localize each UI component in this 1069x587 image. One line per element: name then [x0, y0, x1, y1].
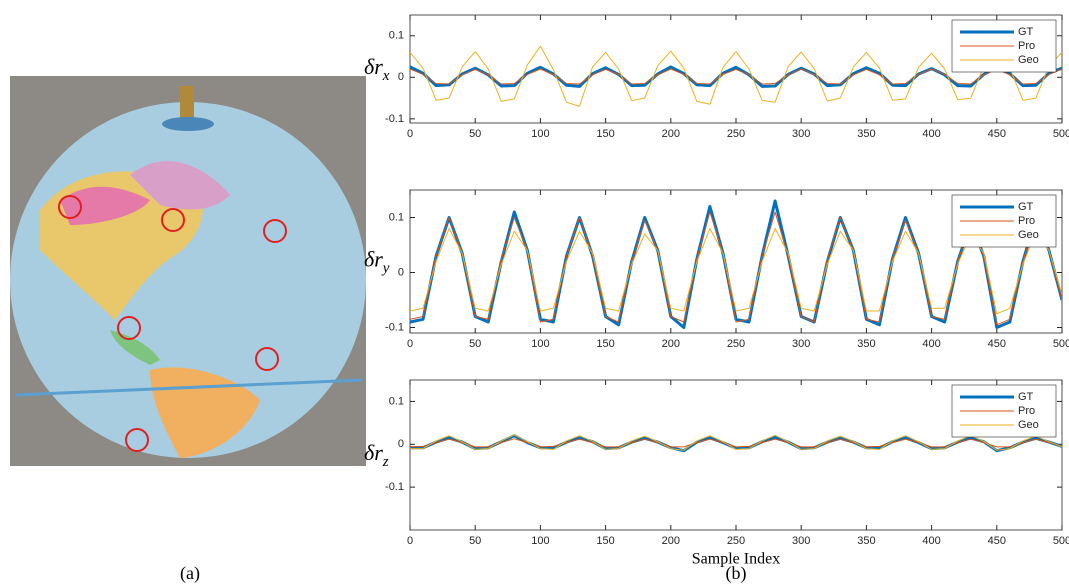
chart: 0.10-0.10 50 100 150 200 250 300 350 400 450 500δr…	[364, 189, 1069, 350]
x-tick-label: 300	[792, 128, 810, 140]
globe-photo	[10, 76, 366, 466]
series-line	[410, 45, 1062, 107]
x-tick-label: 200	[662, 535, 680, 547]
marker-circle	[117, 316, 141, 340]
marker-circle	[263, 219, 287, 243]
y-tick-label: -0.1	[385, 481, 404, 493]
y-tick-label: 0.1	[389, 30, 404, 42]
series-line	[410, 434, 1062, 451]
y-axis-symbol: δr	[364, 440, 383, 465]
x-tick-label: 150	[596, 128, 614, 140]
y-axis-label: δrz	[364, 440, 389, 470]
x-tick-label: 400	[922, 128, 940, 140]
caption: (b)	[726, 563, 747, 584]
series-line	[410, 65, 1062, 88]
x-tick-label: 100	[531, 535, 549, 547]
x-tick-label: 200	[662, 128, 680, 140]
y-axis-label: δry	[364, 247, 390, 277]
land	[150, 367, 260, 458]
marker-circle	[161, 208, 185, 232]
y-axis-symbol: δr	[364, 247, 383, 272]
x-axis-label: Sample Index	[692, 551, 780, 568]
x-tick-label: 450	[988, 535, 1006, 547]
y-tick-label: 0	[398, 266, 404, 278]
legend-label: GT	[1018, 26, 1034, 38]
y-tick-label: 0	[398, 438, 404, 450]
legend-label: Geo	[1018, 419, 1039, 431]
x-tick-label: 50	[469, 338, 481, 350]
y-axis-symbol: δr	[364, 54, 383, 79]
x-tick-label: 500	[1053, 535, 1069, 547]
y-axis-label: δrx	[364, 54, 390, 84]
x-tick-label: 500	[1053, 128, 1069, 140]
marker-circle	[125, 428, 149, 452]
chart: 0.1 0 -0.1 0 50 100 150 200 250 300 350 400 450 500 δr…	[364, 379, 1069, 568]
legend-label: GT	[1018, 391, 1034, 403]
x-tick-label: 150	[596, 535, 614, 547]
spindle	[180, 86, 194, 122]
x-tick-label: 350	[857, 128, 875, 140]
legend-label: Pro	[1018, 405, 1035, 417]
x-tick-label: 450	[988, 128, 1006, 140]
x-tick-label: 250	[727, 338, 745, 350]
legend-label: Pro	[1018, 40, 1035, 52]
y-tick-label: 0.1	[389, 395, 404, 407]
x-tick-label: 0	[407, 128, 413, 140]
legend-label: Geo	[1018, 54, 1039, 66]
land	[130, 161, 230, 210]
x-tick-label: 50	[469, 535, 481, 547]
land	[110, 330, 160, 365]
y-tick-label: -0.1	[385, 321, 404, 333]
x-tick-label: 400	[922, 338, 940, 350]
x-tick-label: 450	[988, 338, 1006, 350]
legend-label: Geo	[1018, 229, 1039, 241]
legend-label: Pro	[1018, 215, 1035, 227]
equator	[15, 378, 363, 397]
x-tick-label: 350	[857, 338, 875, 350]
x-tick-label: 500	[1053, 338, 1069, 350]
caption: (a)	[180, 563, 200, 584]
y-axis-subscript: x	[382, 68, 390, 84]
chart: 0.10-0.10 50 100 150 200 250 300 350 400 450 500δr…	[364, 14, 1069, 140]
x-tick-label: 100	[531, 128, 549, 140]
x-tick-label: 100	[531, 338, 549, 350]
x-tick-label: 200	[662, 338, 680, 350]
x-tick-label: 150	[596, 338, 614, 350]
marker-circle	[255, 347, 279, 371]
x-tick-label: 0	[407, 338, 413, 350]
series-line	[410, 228, 1062, 315]
y-tick-label: 0	[398, 71, 404, 83]
x-tick-label: 250	[727, 128, 745, 140]
x-tick-label: 350	[857, 535, 875, 547]
legend-label: GT	[1018, 201, 1034, 213]
marker-circle	[58, 195, 82, 219]
y-axis-subscript: z	[382, 454, 389, 470]
y-tick-label: 0.1	[389, 211, 404, 223]
y-tick-label: -0.1	[385, 113, 404, 125]
x-tick-label: 300	[792, 338, 810, 350]
x-tick-label: 300	[792, 535, 810, 547]
series-line	[410, 68, 1062, 85]
land	[60, 186, 150, 225]
x-tick-label: 50	[469, 128, 481, 140]
series-line	[410, 211, 1062, 326]
cap	[162, 117, 214, 131]
y-axis-subscript: y	[381, 261, 390, 277]
x-tick-label: 400	[922, 535, 940, 547]
x-tick-label: 250	[727, 535, 745, 547]
x-tick-label: 0	[407, 535, 413, 547]
